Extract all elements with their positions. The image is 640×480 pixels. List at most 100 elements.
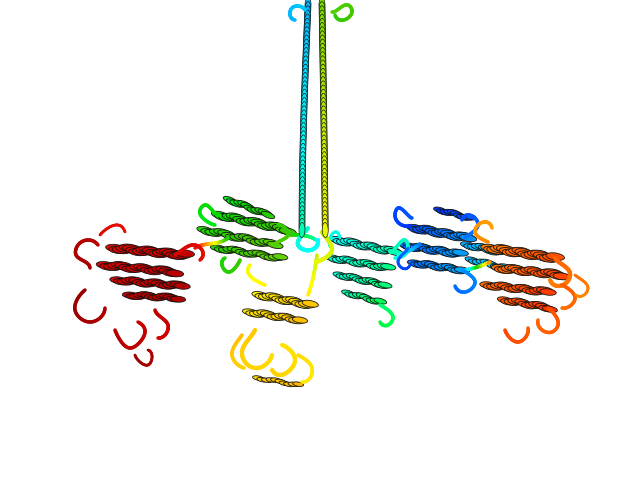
Ellipse shape (374, 282, 388, 288)
Ellipse shape (547, 271, 564, 277)
Ellipse shape (322, 214, 328, 229)
Ellipse shape (435, 229, 452, 236)
Ellipse shape (282, 315, 297, 321)
Ellipse shape (322, 177, 328, 192)
Ellipse shape (367, 263, 381, 270)
Ellipse shape (159, 293, 175, 299)
Ellipse shape (275, 227, 292, 234)
Ellipse shape (518, 286, 535, 292)
Ellipse shape (295, 301, 311, 309)
Ellipse shape (369, 279, 383, 286)
Ellipse shape (319, 23, 325, 37)
Ellipse shape (509, 248, 527, 255)
Ellipse shape (163, 250, 181, 257)
Ellipse shape (218, 230, 234, 237)
Ellipse shape (400, 243, 416, 249)
Ellipse shape (243, 251, 259, 257)
Ellipse shape (511, 267, 528, 274)
Ellipse shape (433, 207, 447, 213)
Ellipse shape (299, 202, 305, 216)
Ellipse shape (156, 293, 171, 299)
Ellipse shape (441, 230, 458, 238)
Ellipse shape (253, 376, 264, 380)
Ellipse shape (339, 256, 355, 263)
Ellipse shape (267, 314, 282, 321)
Ellipse shape (289, 299, 305, 305)
Ellipse shape (303, 52, 308, 67)
Ellipse shape (240, 218, 257, 226)
Ellipse shape (269, 294, 285, 301)
Ellipse shape (259, 294, 275, 301)
Ellipse shape (540, 269, 558, 276)
Ellipse shape (166, 281, 183, 288)
Ellipse shape (494, 282, 511, 288)
Ellipse shape (247, 207, 260, 215)
Ellipse shape (136, 281, 152, 287)
Ellipse shape (321, 85, 326, 100)
Ellipse shape (227, 199, 240, 206)
Ellipse shape (449, 249, 465, 256)
Ellipse shape (129, 264, 147, 271)
Ellipse shape (487, 247, 505, 254)
Ellipse shape (522, 288, 538, 294)
Ellipse shape (234, 234, 250, 240)
Ellipse shape (464, 244, 479, 251)
Ellipse shape (233, 216, 250, 224)
Ellipse shape (497, 297, 513, 303)
Ellipse shape (438, 264, 453, 270)
Ellipse shape (320, 43, 326, 59)
Ellipse shape (304, 18, 310, 33)
Ellipse shape (377, 247, 393, 253)
Ellipse shape (133, 264, 151, 271)
Ellipse shape (524, 252, 543, 259)
Ellipse shape (305, 1, 311, 17)
Ellipse shape (299, 218, 305, 233)
Ellipse shape (322, 189, 328, 204)
Ellipse shape (122, 266, 140, 273)
Ellipse shape (300, 147, 306, 163)
Ellipse shape (137, 291, 152, 298)
Ellipse shape (303, 39, 309, 54)
Ellipse shape (320, 52, 326, 67)
Ellipse shape (278, 313, 294, 320)
Ellipse shape (234, 200, 247, 207)
Ellipse shape (425, 228, 442, 236)
Ellipse shape (115, 262, 132, 269)
Ellipse shape (145, 294, 160, 300)
Ellipse shape (243, 236, 259, 243)
Ellipse shape (377, 263, 392, 269)
Ellipse shape (117, 279, 134, 285)
Ellipse shape (282, 297, 298, 304)
Ellipse shape (531, 270, 548, 277)
Ellipse shape (508, 299, 523, 305)
Ellipse shape (489, 248, 504, 255)
Ellipse shape (521, 252, 540, 260)
Ellipse shape (250, 311, 264, 317)
Ellipse shape (406, 224, 424, 232)
Ellipse shape (409, 226, 426, 234)
Ellipse shape (223, 247, 238, 253)
Ellipse shape (275, 379, 285, 384)
Ellipse shape (321, 139, 327, 154)
Ellipse shape (364, 242, 380, 249)
Ellipse shape (140, 267, 158, 274)
Ellipse shape (478, 245, 493, 252)
Ellipse shape (266, 222, 283, 229)
Ellipse shape (113, 278, 130, 285)
Ellipse shape (536, 303, 550, 310)
Ellipse shape (109, 246, 127, 253)
Ellipse shape (531, 250, 549, 258)
Ellipse shape (279, 228, 296, 235)
Ellipse shape (346, 274, 360, 280)
Ellipse shape (381, 264, 396, 270)
Ellipse shape (322, 218, 328, 233)
Ellipse shape (522, 302, 536, 309)
Ellipse shape (454, 267, 470, 273)
Ellipse shape (300, 139, 306, 154)
Ellipse shape (529, 301, 544, 308)
Ellipse shape (140, 280, 156, 287)
Ellipse shape (320, 56, 326, 71)
Ellipse shape (322, 197, 328, 213)
Ellipse shape (356, 260, 372, 266)
Ellipse shape (328, 257, 344, 263)
